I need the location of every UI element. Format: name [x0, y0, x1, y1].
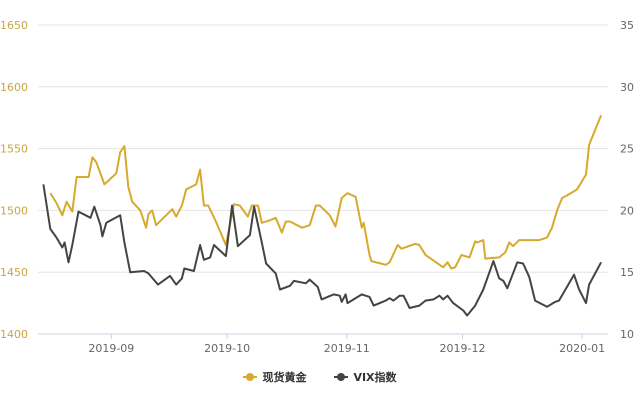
right-y-axis: 10 15 20 25 30 35 [620, 19, 634, 341]
x-axis: 2019-09 2019-10 2019-11 2019-12 2020-01 [88, 334, 605, 355]
legend-label-vix: VIX指数 [353, 371, 397, 384]
vix-index-line [42, 184, 602, 317]
legend-item-vix[interactable]: VIX指数 [334, 369, 397, 385]
gridlines [38, 24, 608, 335]
legend-label-gold: 现货黄金 [262, 371, 307, 384]
series-lines [42, 114, 603, 317]
y-left-tick-label: 1650 [0, 19, 28, 32]
y-right-tick-label: 20 [620, 204, 634, 217]
y-left-tick-label: 1450 [0, 266, 28, 279]
legend-item-gold[interactable]: 现货黄金 [243, 369, 306, 385]
y-right-tick-label: 15 [620, 266, 634, 279]
y-right-tick-label: 30 [620, 81, 634, 94]
y-left-tick-label: 1500 [0, 204, 28, 217]
y-left-tick-label: 1550 [0, 143, 28, 156]
gold-line-marker-icon [243, 373, 258, 381]
y-left-tick-label: 1600 [0, 81, 28, 94]
gold-price-line [49, 114, 603, 270]
y-right-tick-label: 25 [620, 143, 634, 156]
legend: 现货黄金 VIX指数 [0, 369, 640, 385]
left-y-axis: 1400 1450 1500 1550 1600 1650 [0, 19, 28, 341]
x-tick-label: 2019-09 [88, 342, 134, 355]
y-right-tick-label: 35 [620, 19, 634, 32]
x-tick-label: 2019-10 [204, 342, 250, 355]
y-left-tick-label: 1400 [0, 328, 28, 341]
x-tick-label: 2019-12 [440, 342, 486, 355]
vix-line-marker-icon [334, 373, 349, 381]
x-tick-label: 2020-01 [559, 342, 605, 355]
x-tick-label: 2019-11 [324, 342, 370, 355]
y-right-tick-label: 10 [620, 328, 634, 341]
